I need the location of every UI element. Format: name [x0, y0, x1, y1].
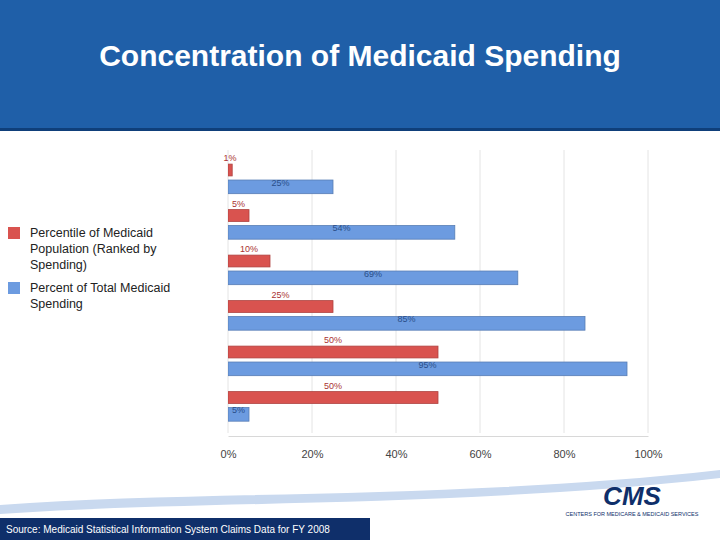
grid-line: [396, 150, 397, 433]
data-label: 10%: [240, 244, 258, 254]
data-label: 69%: [364, 269, 382, 279]
decoration: [0, 470, 720, 514]
legend: Percentile of Medicaid Population (Ranked…: [8, 226, 170, 311]
legend-line: Percentile of Medicaid: [30, 226, 153, 240]
bar: [228, 164, 232, 176]
grid-line: [564, 150, 565, 433]
tick: 60%: [469, 436, 491, 460]
data-labels: 1% 5% 10% 25% 50% 50% 25% 54% 69% 85% 95% 5%: [224, 153, 437, 415]
data-label: 54%: [332, 223, 350, 233]
data-label: 25%: [271, 178, 289, 188]
header-line: [0, 128, 720, 131]
header-band: [0, 0, 720, 128]
data-label: 95%: [418, 360, 436, 370]
tick: 0%: [221, 436, 237, 460]
tick-label: 40%: [385, 448, 407, 460]
source-box: [0, 518, 370, 540]
tick-label: 60%: [469, 448, 491, 460]
tick: 40%: [385, 436, 407, 460]
axis-line: [229, 436, 649, 437]
data-label: 1%: [224, 153, 237, 163]
grid-line: [480, 150, 481, 433]
bar: [228, 346, 438, 358]
bar: [228, 255, 270, 267]
logo-subtext: CENTERS FOR MEDICARE & MEDICAID SERVICES: [566, 511, 699, 517]
legend-line: Percent of Total Medicaid: [30, 281, 170, 295]
data-label: 50%: [324, 381, 342, 391]
source-text: Source: Medicaid Statistical Information…: [6, 524, 330, 535]
tick: 20%: [301, 436, 323, 460]
tick: 80%: [553, 436, 575, 460]
logo: CMSCENTERS FOR MEDICARE & MEDICAID SERVI…: [566, 481, 699, 517]
data-label: 50%: [324, 335, 342, 345]
data-label: 25%: [271, 290, 289, 300]
data-label: 5%: [232, 405, 245, 415]
legend-line: Spending): [30, 258, 87, 272]
data-label: 5%: [232, 199, 245, 209]
tick-label: 20%: [301, 448, 323, 460]
bar: [228, 301, 333, 313]
legend-label: Percent of Total Medicaid Spending: [30, 281, 170, 311]
chart: Concentration of Medicaid Spending 0% 20% 4…: [0, 0, 720, 540]
legend-line: Spending: [30, 297, 83, 311]
grid: [228, 150, 648, 433]
logo-text: CMS: [603, 481, 661, 511]
bars: [228, 164, 627, 421]
legend-swatch: [8, 282, 20, 294]
title: Concentration of Medicaid Spending: [99, 39, 621, 72]
tick: 100%: [634, 436, 662, 460]
tick-label: 0%: [221, 448, 237, 460]
legend-swatch: [8, 227, 20, 239]
tick-label: 80%: [553, 448, 575, 460]
bar: [228, 392, 438, 404]
legend-line: Population (Ranked by: [30, 242, 157, 256]
legend-label: Percentile of Medicaid Population (Ranked…: [30, 226, 157, 272]
bar: [228, 210, 249, 222]
data-label: 85%: [397, 314, 415, 324]
header: Concentration of Medicaid Spending: [0, 0, 720, 131]
x-axis: 0% 20% 40% 60% 80% 100%: [221, 436, 663, 460]
grid-line: [648, 150, 649, 433]
tick-label: 100%: [634, 448, 662, 460]
source: Source: Medicaid Statistical Information…: [0, 518, 370, 540]
